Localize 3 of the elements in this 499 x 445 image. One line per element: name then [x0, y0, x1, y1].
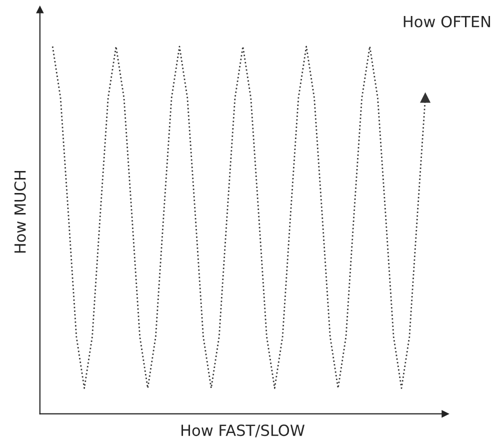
text: How OFTEN — [404, 16, 490, 28]
y-axis-title: How MUCH — [14, 170, 26, 253]
x-axis-title: How FAST/SLOW — [182, 424, 305, 438]
